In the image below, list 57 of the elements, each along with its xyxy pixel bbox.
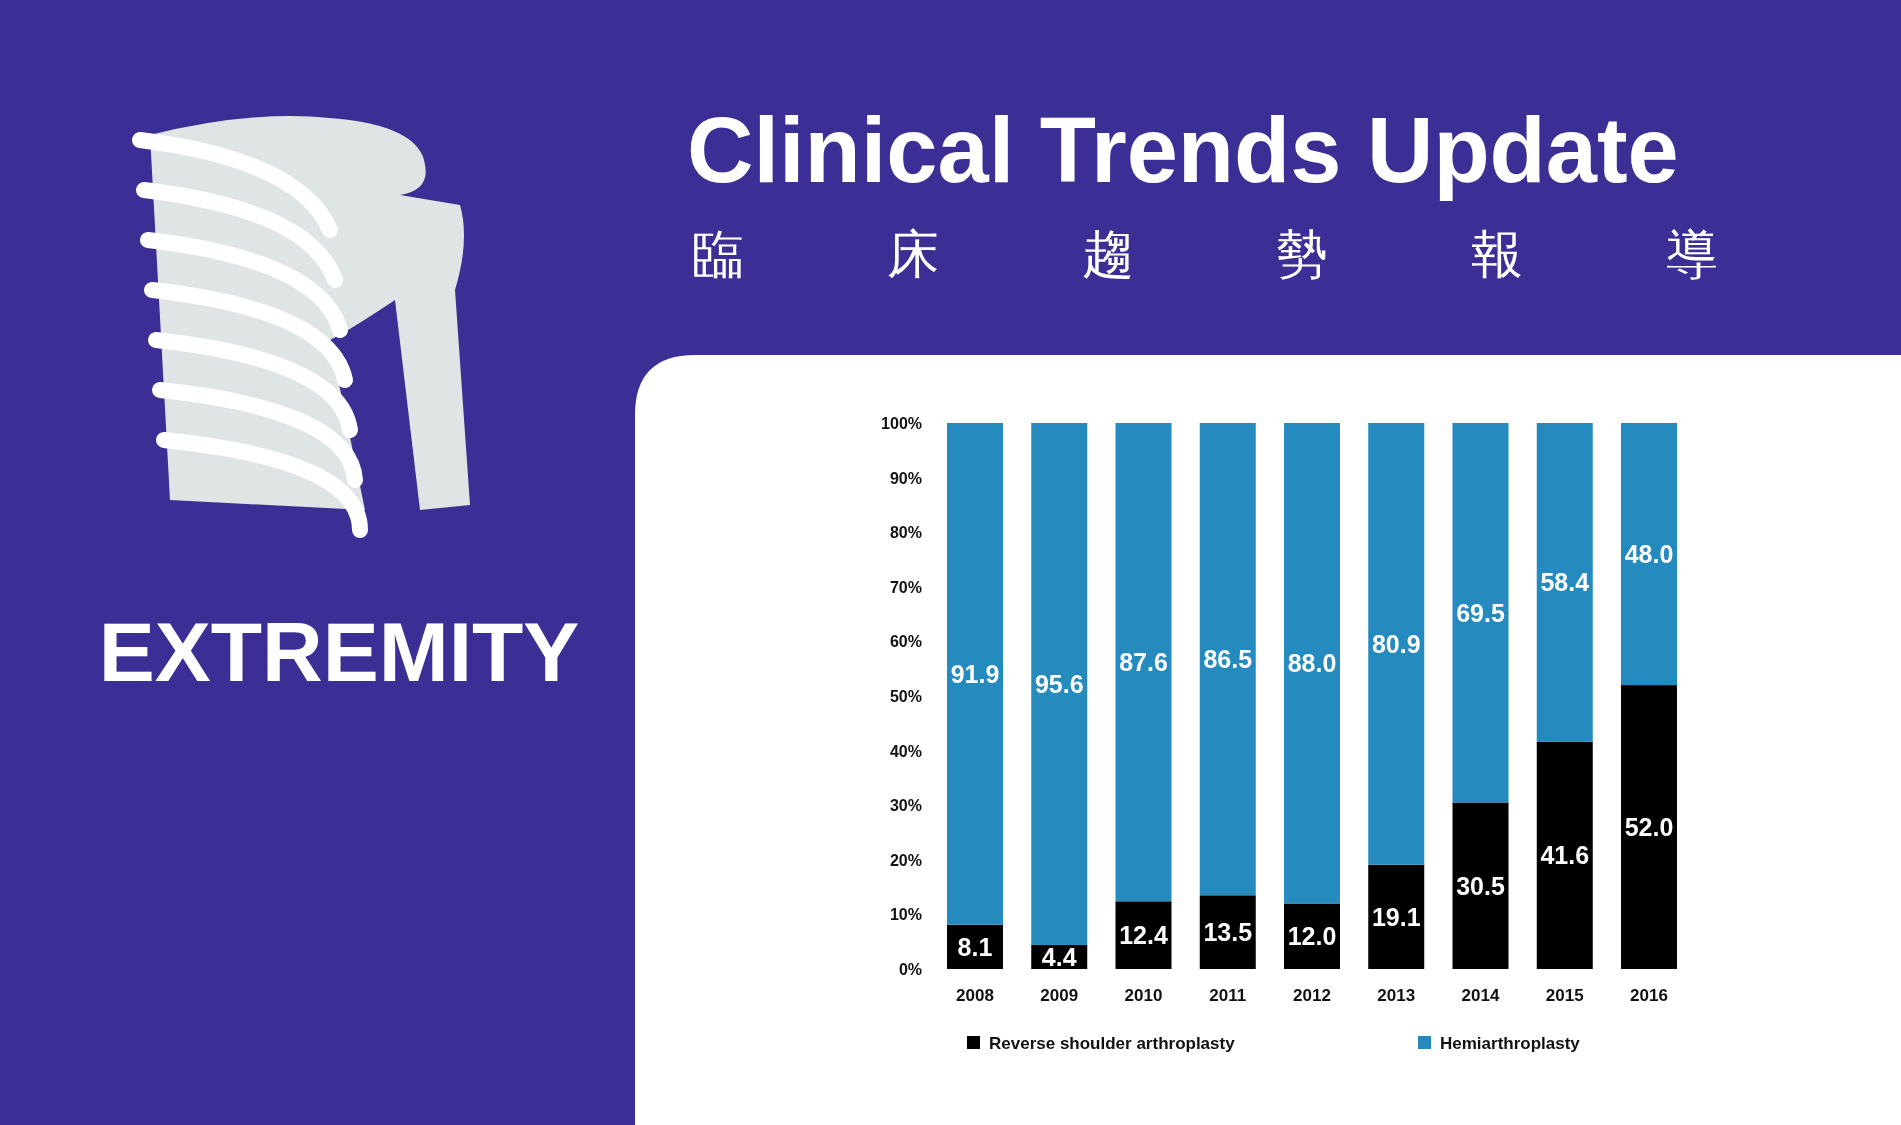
chart-title: Clinical Trends Update	[687, 99, 1679, 201]
data-label: 58.4	[1540, 568, 1590, 597]
bar	[1621, 685, 1677, 969]
bar	[1536, 423, 1593, 742]
x-tick-label: 2010	[1124, 986, 1163, 1005]
data-label: 87.6	[1119, 648, 1168, 677]
y-tick-label: 40%	[889, 742, 922, 760]
data-label: 4.4	[1041, 942, 1077, 971]
bar	[1536, 741, 1593, 969]
data-label: 80.9	[1371, 629, 1421, 658]
y-tick-label: 30%	[889, 797, 922, 815]
data-label: 8.1	[957, 932, 993, 961]
y-tick-label: 50%	[889, 688, 922, 705]
y-tick-label: 70%	[889, 578, 922, 596]
x-tick-label: 2008	[956, 986, 994, 1005]
data-label: 13.5	[1203, 918, 1253, 947]
bar	[1199, 423, 1256, 896]
data-label: 41.6	[1540, 841, 1590, 870]
y-tick-label: 80%	[889, 524, 922, 542]
bar	[1199, 895, 1256, 969]
data-label: 48.0	[1624, 540, 1674, 569]
data-label: 86.5	[1203, 645, 1253, 674]
data-label: 30.5	[1456, 871, 1505, 900]
data-label: 19.1	[1371, 902, 1421, 931]
data-label: 88.0	[1287, 649, 1337, 678]
text: EXTREMITY	[98, 605, 580, 699]
legend-label: Hemiarthroplasty	[1440, 1034, 1581, 1053]
bar	[947, 423, 1003, 925]
legend-label: Reverse shoulder arthroplasty	[989, 1034, 1236, 1053]
y-tick-label: 100%	[881, 415, 922, 432]
data-label: 12.0	[1287, 922, 1337, 951]
x-tick-label: 2015	[1545, 986, 1584, 1005]
x-tick-label: 2012	[1293, 986, 1331, 1005]
y-tick-label: 20%	[889, 851, 922, 869]
data-label: 52.0	[1624, 813, 1674, 842]
data-label: 95.6	[1034, 669, 1084, 698]
x-tick-label: 2011	[1209, 986, 1247, 1005]
x-tick-label: 2016	[1630, 986, 1668, 1005]
bar	[1115, 423, 1172, 902]
data-label: 91.9	[950, 659, 1000, 688]
y-tick-label: 90%	[889, 469, 922, 487]
data-label: 69.5	[1456, 598, 1505, 627]
bar	[1452, 423, 1509, 803]
x-tick-label: 2013	[1377, 986, 1416, 1005]
data-label: 12.4	[1119, 921, 1168, 950]
bar	[1368, 423, 1425, 865]
y-tick-label: 10%	[889, 906, 922, 924]
bar	[1284, 423, 1340, 904]
bar	[1031, 423, 1088, 945]
bar	[1368, 864, 1425, 969]
x-tick-label: 2009	[1040, 986, 1079, 1005]
bar	[1621, 423, 1677, 686]
x-tick-label: 2014	[1461, 986, 1500, 1005]
chart-subtitle: 臨床趨勢報導	[692, 225, 1718, 283]
bar	[1452, 802, 1509, 969]
y-tick-label: 60%	[889, 633, 922, 651]
y-tick-label: 0%	[898, 961, 922, 978]
